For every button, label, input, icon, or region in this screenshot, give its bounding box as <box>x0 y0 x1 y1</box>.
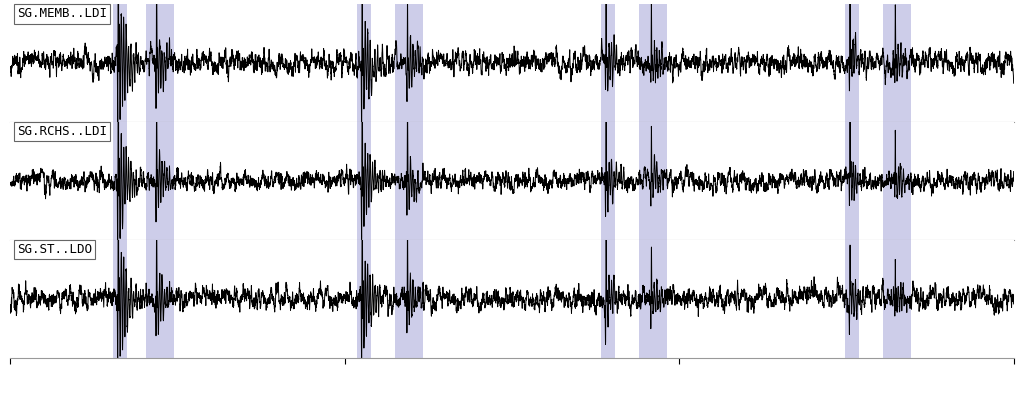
Bar <box>845 4 859 122</box>
Bar <box>845 122 859 240</box>
Bar <box>146 240 174 358</box>
Bar <box>357 240 372 358</box>
Bar <box>639 4 667 122</box>
Bar <box>114 4 127 122</box>
Bar <box>883 4 910 122</box>
Text: SG.MEMB..LDI: SG.MEMB..LDI <box>17 7 108 20</box>
Bar <box>357 4 372 122</box>
Bar <box>601 240 615 358</box>
Bar <box>146 4 174 122</box>
Bar <box>395 240 423 358</box>
Bar <box>601 4 615 122</box>
Bar <box>114 240 127 358</box>
Text: SG.RCHS..LDI: SG.RCHS..LDI <box>17 125 108 138</box>
Bar <box>357 122 372 240</box>
Bar <box>845 240 859 358</box>
Bar <box>883 122 910 240</box>
Bar <box>639 122 667 240</box>
Bar <box>395 4 423 122</box>
Bar <box>114 122 127 240</box>
Text: SG.ST..LDO: SG.ST..LDO <box>17 243 92 256</box>
Bar <box>601 122 615 240</box>
Bar <box>146 122 174 240</box>
Bar <box>639 240 667 358</box>
Bar <box>395 122 423 240</box>
Bar <box>883 240 910 358</box>
